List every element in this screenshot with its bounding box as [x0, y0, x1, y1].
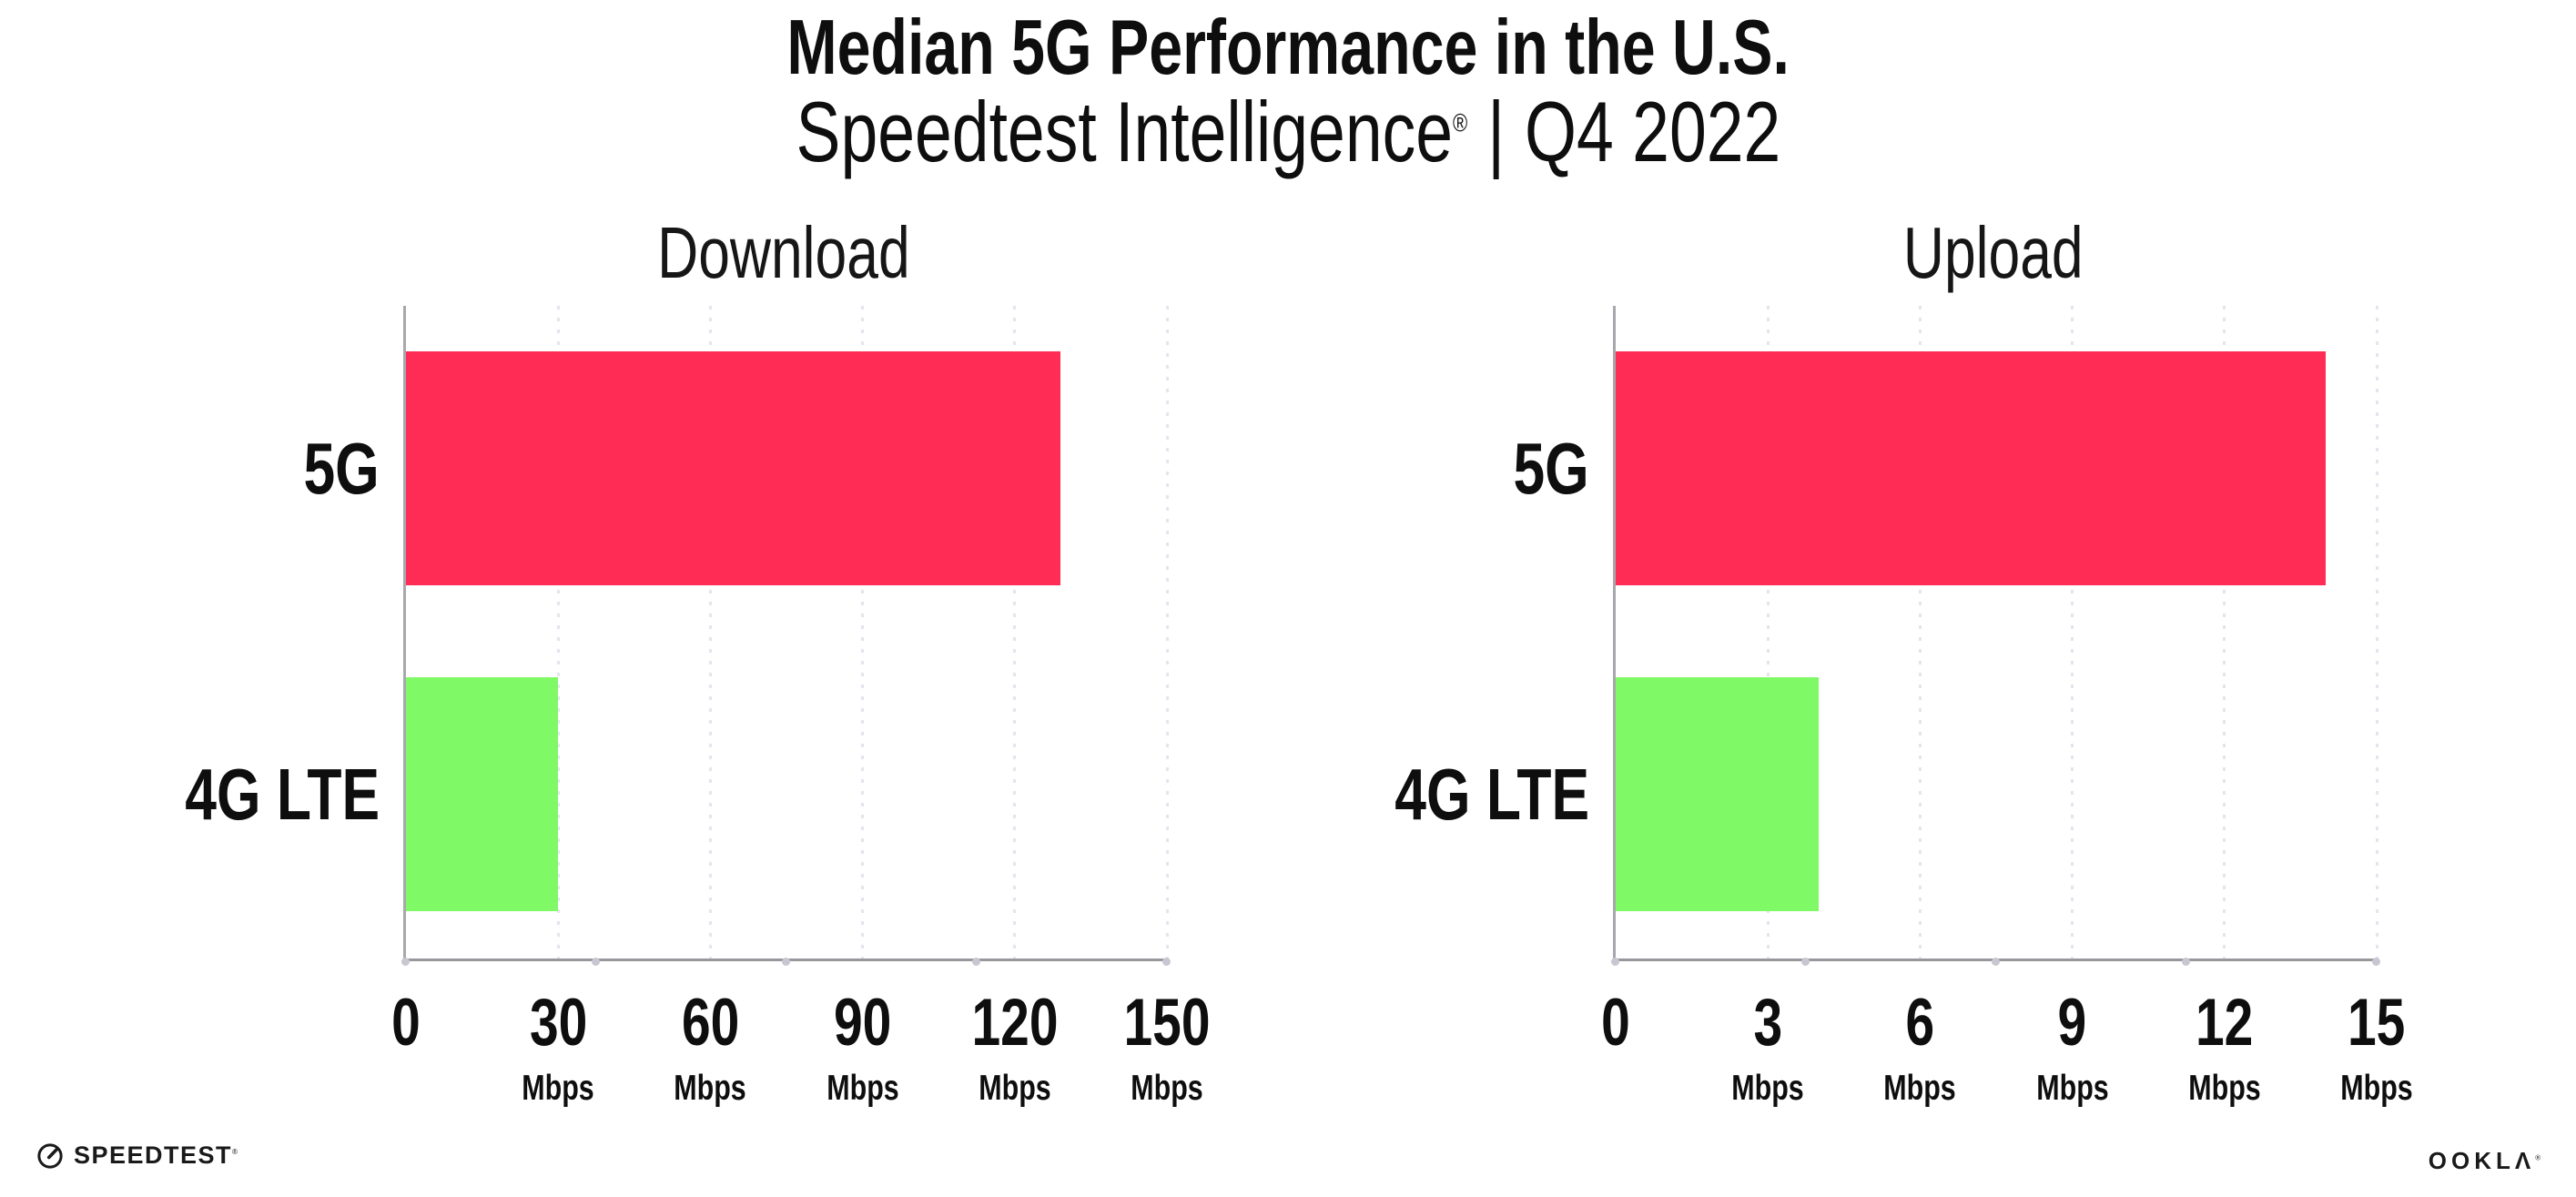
gridline-6-mbps: [1918, 306, 1922, 959]
x-tick-value: 6: [1905, 986, 1935, 1060]
baseline-dot: [1162, 958, 1171, 966]
gridline-9-mbps: [2071, 306, 2074, 959]
gridline-120-mbps: [1013, 306, 1017, 959]
x-tick-label-15: 15 Mbps: [2330, 989, 2423, 1106]
x-tick-label-120: 120 Mbps: [959, 989, 1070, 1106]
registered-mark: ®: [2535, 1153, 2545, 1162]
x-tick-label-0: 0: [388, 989, 425, 1056]
subtitle-brand: Speedtest Intelligence: [796, 84, 1453, 179]
category-label-5g: 5G: [303, 427, 380, 509]
x-tick-unit-label: Mbps: [522, 1069, 594, 1108]
x-tick-value: 12: [2196, 986, 2254, 1060]
x-tick-label-90: 90 Mbps: [816, 989, 909, 1106]
x-tick-label-3: 3 Mbps: [1721, 989, 1814, 1106]
x-tick-unit-label: Mbps: [2035, 1069, 2109, 1108]
baseline-dot: [1801, 958, 1810, 966]
baseline-dot: [782, 958, 790, 966]
upload-chart-panel: Upload 0 3 Mbps 6 Mbps 9 Mbps 12 Mbps 15 Mbps 5G 4G …: [1394, 0, 2413, 1197]
speedtest-wordmark: SPEEDTEST®: [74, 1141, 239, 1169]
gridline-3-mbps: [1766, 306, 1770, 959]
upload-plot-area: 0 3 Mbps 6 Mbps 9 Mbps 12 Mbps 15 Mbps 5G 4G LTE: [1394, 306, 2413, 1106]
x-tick-label-150: 150 Mbps: [1111, 989, 1222, 1106]
x-tick-label-9: 9 Mbps: [2026, 989, 2119, 1106]
ookla-wordmark: OOKLΛ: [2428, 1147, 2536, 1174]
baseline-dot: [592, 958, 600, 966]
download-chart-title: Download: [657, 212, 910, 293]
bar-5g: [1616, 351, 2327, 585]
x-tick-value: 90: [833, 986, 892, 1060]
x-tick-value: 3: [1753, 986, 1783, 1060]
gridline-60-mbps: [708, 306, 712, 959]
baseline-dot: [2182, 958, 2190, 966]
subtitle-separator: |: [1486, 84, 1505, 179]
x-tick-unit-label: Mbps: [1883, 1069, 1957, 1108]
baseline-dot: [2372, 958, 2380, 966]
gridline-90-mbps: [861, 306, 865, 959]
x-tick-unit-label: Mbps: [1131, 1069, 1203, 1108]
baseline-dot: [401, 958, 410, 966]
baseline-dot: [1611, 958, 1619, 966]
ookla-logo: OOKLΛ®: [2429, 1147, 2545, 1175]
x-tick-value: 120: [971, 986, 1059, 1060]
x-tick-unit-label: Mbps: [979, 1069, 1051, 1108]
x-tick-value: 0: [391, 986, 421, 1060]
x-tick-label-30: 30 Mbps: [512, 989, 604, 1106]
x-tick-unit-label: Mbps: [1731, 1069, 1804, 1108]
gridline-12-mbps: [2223, 306, 2226, 959]
speedtest-logo: SPEEDTEST®: [36, 1141, 239, 1170]
x-tick-label-12: 12 Mbps: [2178, 989, 2271, 1106]
baseline-dot: [972, 958, 980, 966]
x-tick-label-0: 0: [1597, 989, 1635, 1056]
x-tick-value: 9: [2057, 986, 2087, 1060]
category-label-5g: 5G: [1513, 427, 1589, 509]
gridline-15-mbps: [2375, 306, 2378, 959]
download-chart-panel: Download 0 30 Mbps 60 Mbps 90 Mbps 120 Mbps 150 Mb…: [185, 0, 1211, 1197]
bar-4g-lte: [1616, 677, 1819, 911]
registered-mark: ®: [232, 1148, 239, 1156]
chart-subtitle: Speedtest Intelligence® | Q4 2022: [0, 89, 2576, 175]
bar-5g: [406, 351, 1060, 585]
download-plot-area: 0 30 Mbps 60 Mbps 90 Mbps 120 Mbps 150 Mbps 5G 4G LT…: [185, 306, 1211, 1106]
x-tick-unit-label: Mbps: [674, 1069, 747, 1108]
x-tick-unit-label: Mbps: [2188, 1069, 2261, 1108]
x-tick-value: 150: [1123, 986, 1211, 1060]
x-tick-label-60: 60 Mbps: [664, 989, 756, 1106]
registered-mark: ®: [1452, 107, 1467, 137]
baseline-dot: [1992, 958, 2000, 966]
gridline-150-mbps: [1165, 306, 1169, 959]
chart-subtitle-text: Speedtest Intelligence® | Q4 2022: [796, 89, 1780, 175]
x-tick-unit-label: Mbps: [2340, 1069, 2413, 1108]
category-label-4g-lte: 4G LTE: [185, 753, 380, 835]
x-tick-unit-label: Mbps: [826, 1069, 899, 1108]
x-tick-label-6: 6 Mbps: [1873, 989, 1966, 1106]
chart-main-title-text: Median 5G Performance in the U.S.: [786, 5, 1790, 91]
chart-main-title: Median 5G Performance in the U.S.: [0, 9, 2576, 86]
x-tick-value: 30: [529, 986, 587, 1060]
x-tick-value: 0: [1601, 986, 1630, 1060]
x-tick-value: 15: [2348, 986, 2406, 1060]
bar-4g-lte: [406, 677, 559, 911]
gridline-30-mbps: [556, 306, 560, 959]
x-tick-value: 60: [681, 986, 740, 1060]
subtitle-period: Q4 2022: [1524, 84, 1780, 179]
upload-chart-title: Upload: [1903, 212, 2084, 293]
speedtest-gauge-icon: [37, 1142, 63, 1169]
category-label-4g-lte: 4G LTE: [1394, 753, 1589, 835]
